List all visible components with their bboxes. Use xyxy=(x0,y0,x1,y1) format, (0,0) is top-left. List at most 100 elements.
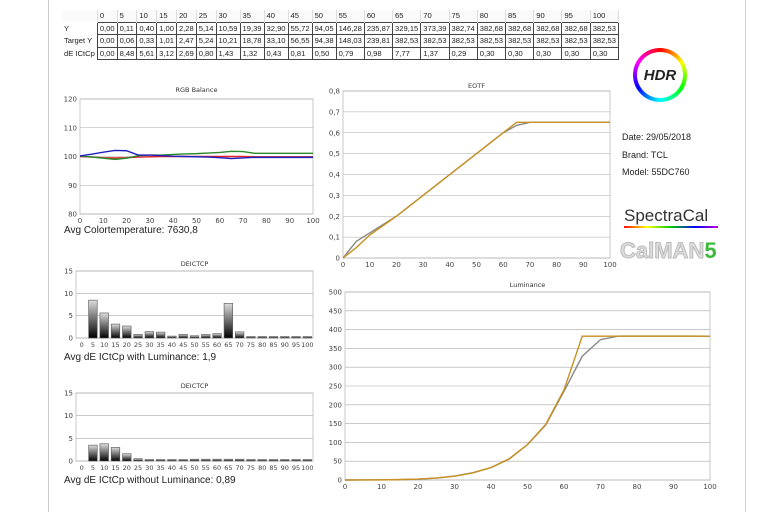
x-tick-label: 100 xyxy=(603,261,616,269)
bar xyxy=(178,459,188,462)
x-tick-label: 65 xyxy=(224,341,232,349)
table-cell: 90 xyxy=(533,10,563,22)
x-tick-label: 30 xyxy=(450,483,459,491)
x-tick-label: 0 xyxy=(343,483,347,491)
x-tick-label: 50 xyxy=(523,483,532,491)
bar xyxy=(291,459,301,462)
x-tick-label: 10 xyxy=(365,261,374,269)
y-tick-label: 100 xyxy=(329,439,342,447)
x-tick-label: 60 xyxy=(560,483,569,491)
table-cell: 0,30 xyxy=(561,46,591,60)
y-tick-label: 120 xyxy=(64,96,77,104)
bar xyxy=(235,331,245,339)
spectracal-logo: SpectraCal xyxy=(624,206,718,228)
x-tick-label: 40 xyxy=(168,464,176,472)
y-tick-label: 150 xyxy=(329,420,342,428)
y-tick-label: 250 xyxy=(329,383,342,391)
x-tick-label: 90 xyxy=(669,483,678,491)
y-tick-label: 50 xyxy=(333,458,342,466)
x-tick-label: 30 xyxy=(419,261,428,269)
x-tick-label: 55 xyxy=(202,341,210,349)
y-tick-label: 0,1 xyxy=(329,234,340,242)
x-tick-label: 65 xyxy=(224,464,232,472)
x-tick-label: 25 xyxy=(134,341,142,349)
bar xyxy=(167,459,177,462)
x-tick-label: 30 xyxy=(145,341,153,349)
x-tick-label: 30 xyxy=(145,217,154,225)
bar xyxy=(302,336,312,339)
row-label: dE ICtCp xyxy=(62,47,98,60)
bar xyxy=(257,336,267,339)
chart-title: Luminance xyxy=(510,281,546,289)
x-tick-label: 40 xyxy=(487,483,496,491)
x-tick-label: 75 xyxy=(247,464,255,472)
y-tick-label: 0,3 xyxy=(329,192,340,200)
bar xyxy=(110,323,121,339)
table-cell: 0 xyxy=(97,10,118,22)
bar xyxy=(257,459,267,462)
bar xyxy=(88,299,98,339)
measurement-table: 0 5 10 15 20 25 30 35 40 45 50 55 60 65 70 75 80 85 90 95 10… xyxy=(62,10,619,60)
y-tick-label: 0 xyxy=(69,458,73,466)
bar xyxy=(167,335,177,339)
y-tick-label: 500 xyxy=(329,289,342,297)
x-tick-label: 10 xyxy=(377,483,386,491)
y-tick-label: 0,7 xyxy=(329,108,340,116)
x-tick-label: 100 xyxy=(301,341,313,349)
x-tick-label: 95 xyxy=(292,341,300,349)
table-header-row: 0 5 10 15 20 25 30 35 40 45 50 55 60 65 70 75 80 85 90 95 10… xyxy=(62,10,619,22)
x-tick-label: 100 xyxy=(306,217,319,225)
table-cell: 25 xyxy=(196,10,217,22)
x-tick-label: 90 xyxy=(281,341,289,349)
y-tick-label: 400 xyxy=(329,326,342,334)
x-tick-label: 50 xyxy=(192,217,201,225)
x-tick-label: 35 xyxy=(157,464,165,472)
avg-colortemperature: Avg Colortemperature: 7630,8 xyxy=(64,225,198,236)
y-tick-label: 0 xyxy=(336,255,340,263)
x-tick-label: 20 xyxy=(123,341,131,349)
x-tick-label: 70 xyxy=(236,341,244,349)
y-tick-label: 5 xyxy=(69,435,73,443)
row-label xyxy=(62,10,98,22)
x-tick-label: 15 xyxy=(111,464,119,472)
x-tick-label: 5 xyxy=(91,464,95,472)
bar xyxy=(133,334,143,339)
series-line-blue xyxy=(79,149,313,160)
series-line-target xyxy=(342,121,610,259)
x-tick-label: 85 xyxy=(269,464,277,472)
x-tick-label: 90 xyxy=(579,261,588,269)
y-tick-label: 0,8 xyxy=(329,88,340,96)
x-tick-label: 100 xyxy=(301,464,313,472)
row-label: Y xyxy=(62,22,98,35)
x-tick-label: 45 xyxy=(179,464,187,472)
table-cell: 0,30 xyxy=(589,46,619,60)
x-tick-label: 5 xyxy=(91,341,95,349)
y-tick-label: 5 xyxy=(69,312,73,320)
x-tick-label: 10 xyxy=(100,341,108,349)
bar xyxy=(178,334,188,339)
chart-title: DEICTCP xyxy=(181,260,209,268)
bar xyxy=(88,444,98,462)
bar xyxy=(280,336,290,339)
bar xyxy=(144,459,154,462)
table-row: Y 0,00 0,11 0,40 1,00 2,28 5,14 10,59 19,39 32,90… xyxy=(62,21,619,35)
table-cell: 45 xyxy=(288,10,313,22)
bar xyxy=(212,458,222,462)
x-tick-label: 85 xyxy=(269,341,277,349)
avg-de-without-luminance: Avg dE ICtCp without Luminance: 0,89 xyxy=(64,475,236,486)
x-tick-label: 80 xyxy=(633,483,642,491)
bar xyxy=(291,336,301,339)
x-tick-label: 0 xyxy=(80,341,84,349)
series-line-target-y xyxy=(344,335,710,481)
x-tick-label: 20 xyxy=(123,464,131,472)
y-tick-label: 15 xyxy=(64,390,73,398)
x-tick-label: 35 xyxy=(157,341,165,349)
x-tick-label: 10 xyxy=(100,464,108,472)
y-tick-label: 10 xyxy=(64,412,73,420)
table-cell: 50 xyxy=(312,10,337,22)
x-tick-label: 20 xyxy=(122,217,131,225)
y-tick-label: 90 xyxy=(68,182,77,190)
x-tick-label: 0 xyxy=(78,217,82,225)
bar xyxy=(212,333,222,339)
hdr-logo-text: HDR xyxy=(637,52,683,98)
